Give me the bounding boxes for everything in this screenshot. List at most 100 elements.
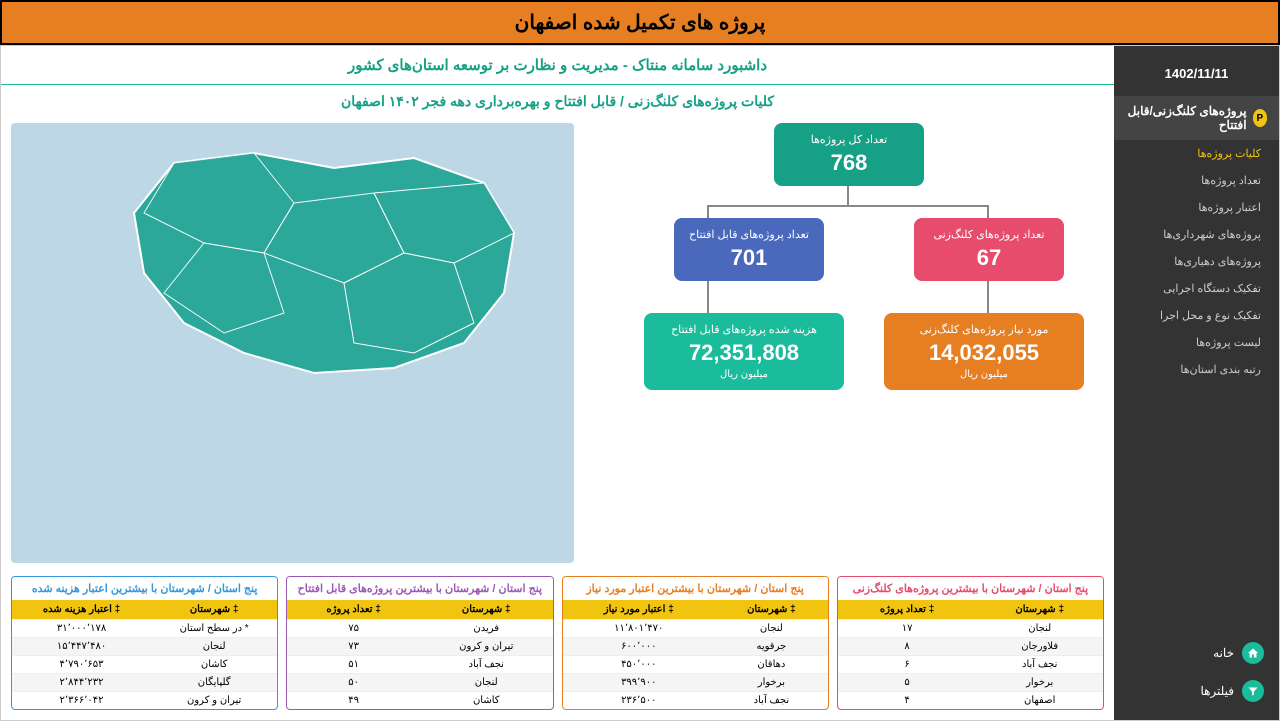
- table-header-cell: ‡ شهرستان: [151, 600, 277, 620]
- table-cell: ۴۵۰٬۰۰۰: [563, 656, 716, 674]
- table-cell: ۷۵: [287, 620, 420, 638]
- sidebar-footer-filter[interactable]: فیلترها: [1114, 672, 1279, 710]
- upper-section: تعداد کل پروژه‌ها 768 تعداد پروژه‌های کل…: [1, 118, 1114, 568]
- tables-section: پنج استان / شهرستان با بیشترین پروژه‌های…: [1, 568, 1114, 720]
- main-container: 1402/11/11 P پروژه‌های کلنگ‌زنی/قابل افت…: [0, 45, 1280, 721]
- table-row: دهاقان۴۵۰٬۰۰۰: [563, 656, 828, 674]
- table-header-cell: ‡ تعداد پروژه: [838, 600, 977, 620]
- table-cell: برخوار: [715, 674, 828, 692]
- data-table: ‡ شهرستان‡ اعتبار هزینه شده* در سطح استا…: [12, 600, 277, 709]
- table-row: لنجان۵۰: [287, 674, 552, 692]
- table-row: نجف آباد۶: [838, 656, 1103, 674]
- table-cell: ۴۹: [287, 692, 420, 710]
- sidebar-item-3[interactable]: پروژه‌های شهرداری‌ها: [1114, 221, 1279, 248]
- content-area: داشبورد سامانه منتاک - مدیریت و نظارت بر…: [1, 46, 1114, 720]
- sidebar-item-5[interactable]: تفکیک دستگاه اجرایی: [1114, 275, 1279, 302]
- table-cell: تیران و کرون: [151, 692, 277, 710]
- table-header-cell: ‡ شهرستان: [420, 600, 553, 620]
- map-svg: [114, 143, 534, 383]
- table-cell: ۱۱٬۸۰۱٬۴۷۰: [563, 620, 716, 638]
- sidebar-item-1[interactable]: تعداد پروژه‌ها: [1114, 167, 1279, 194]
- sidebar-date: 1402/11/11: [1114, 56, 1279, 96]
- table-cell: جرقویه: [715, 638, 828, 656]
- table-cell: * در سطح استان: [151, 620, 277, 638]
- table-row: فریدن۷۵: [287, 620, 552, 638]
- province-map[interactable]: [11, 123, 574, 563]
- dashboard-subheader: کلیات پروژه‌های کلنگ‌زنی / قابل افتتاح و…: [1, 85, 1114, 118]
- table-cell: ۴: [838, 692, 977, 710]
- table-cell: ۲۳۶٬۵۰۰: [563, 692, 716, 710]
- tree-node-groundbreaking: تعداد پروژه‌های کلنگ‌زنی 67: [914, 218, 1064, 281]
- tree-node-needed-budget: مورد نیاز پروژه‌های کلنگ‌زنی 14,032,055 …: [884, 313, 1084, 390]
- node-value: 72,351,808: [658, 340, 830, 366]
- node-value: 67: [928, 245, 1050, 271]
- table-cell: لنجان: [420, 674, 553, 692]
- node-label: مورد نیاز پروژه‌های کلنگ‌زنی: [898, 323, 1070, 336]
- table-cell: فریدن: [420, 620, 553, 638]
- table-cell: گلپایگان: [151, 674, 277, 692]
- table-card-2: پنج استان / شهرستان با بیشترین پروژه‌های…: [286, 576, 553, 710]
- sidebar-footer-home[interactable]: خانه: [1114, 634, 1279, 672]
- table-cell: ۵: [838, 674, 977, 692]
- sidebar-item-7[interactable]: لیست پروژه‌ها: [1114, 329, 1279, 356]
- table-cell: ۲٬۳۶۶٬۰۴۲: [12, 692, 151, 710]
- table-cell: نجف آباد: [976, 656, 1103, 674]
- table-row: جرقویه۶۰۰٬۰۰۰: [563, 638, 828, 656]
- table-row: * در سطح استان۳۱٬۰۰۰٬۱۷۸: [12, 620, 277, 638]
- node-value: 768: [788, 150, 910, 176]
- table-cell: دهاقان: [715, 656, 828, 674]
- table-cell: ۸: [838, 638, 977, 656]
- data-table: ‡ شهرستان‡ تعداد پروژهفریدن۷۵تیران و کرو…: [287, 600, 552, 709]
- node-label: تعداد پروژه‌های قابل افتتاح: [688, 228, 810, 241]
- sidebar-footer-label: فیلترها: [1200, 684, 1234, 698]
- sidebar-section-header[interactable]: P پروژه‌های کلنگ‌زنی/قابل افتتاح: [1114, 96, 1279, 140]
- table-header-cell: ‡ اعتبار هزینه شده: [12, 600, 151, 620]
- table-cell: ۴٬۷۹۰٬۶۵۳: [12, 656, 151, 674]
- table-row: نجف آباد۲۳۶٬۵۰۰: [563, 692, 828, 710]
- tree-diagram: تعداد کل پروژه‌ها 768 تعداد پروژه‌های کل…: [584, 123, 1104, 563]
- table-cell: ۵۰: [287, 674, 420, 692]
- table-cell: ۶۰۰٬۰۰۰: [563, 638, 716, 656]
- table-title: پنج استان / شهرستان با بیشترین پروژه‌های…: [838, 577, 1103, 600]
- node-unit: میلیون ریال: [658, 369, 830, 380]
- tree-node-openable: تعداد پروژه‌های قابل افتتاح 701: [674, 218, 824, 281]
- table-cell: اصفهان: [976, 692, 1103, 710]
- table-header-cell: ‡ اعتبار مورد نیاز: [563, 600, 716, 620]
- table-title: پنج استان / شهرستان با بیشترین اعتبار مو…: [563, 577, 828, 600]
- table-row: کاشان۴۹: [287, 692, 552, 710]
- table-cell: فلاورجان: [976, 638, 1103, 656]
- sidebar-item-8[interactable]: رتبه بندی استان‌ها: [1114, 356, 1279, 383]
- node-label: تعداد کل پروژه‌ها: [788, 133, 910, 146]
- sidebar-section-label: پروژه‌های کلنگ‌زنی/قابل افتتاح: [1126, 104, 1247, 132]
- node-unit: میلیون ریال: [898, 369, 1070, 380]
- table-header-cell: ‡ تعداد پروژه: [287, 600, 420, 620]
- table-row: برخوار۵: [838, 674, 1103, 692]
- table-title: پنج استان / شهرستان با بیشترین اعتبار هز…: [12, 577, 277, 600]
- sidebar-item-6[interactable]: تفکیک نوع و محل اجرا: [1114, 302, 1279, 329]
- sidebar-item-0[interactable]: کلیات پروژه‌ها: [1114, 140, 1279, 167]
- table-cell: کاشان: [151, 656, 277, 674]
- sidebar-item-4[interactable]: پروژه‌های دهیاری‌ها: [1114, 248, 1279, 275]
- sidebar-badge-icon: P: [1253, 109, 1267, 127]
- page-title: پروژه های تکمیل شده اصفهان: [0, 0, 1280, 45]
- table-row: گلپایگان۲٬۸۴۴٬۲۳۲: [12, 674, 277, 692]
- table-row: تیران و کرون۷۳: [287, 638, 552, 656]
- table-header-cell: ‡ شهرستان: [976, 600, 1103, 620]
- dashboard-header: داشبورد سامانه منتاک - مدیریت و نظارت بر…: [1, 46, 1114, 85]
- table-cell: لنجان: [976, 620, 1103, 638]
- tree-node-spent-budget: هزینه شده پروژه‌های قابل افتتاح 72,351,8…: [644, 313, 844, 390]
- home-icon: [1242, 642, 1264, 664]
- table-header-cell: ‡ شهرستان: [715, 600, 828, 620]
- node-label: تعداد پروژه‌های کلنگ‌زنی: [928, 228, 1050, 241]
- table-row: تیران و کرون۲٬۳۶۶٬۰۴۲: [12, 692, 277, 710]
- table-cell: لنجان: [715, 620, 828, 638]
- table-cell: نجف آباد: [715, 692, 828, 710]
- table-card-1: پنج استان / شهرستان با بیشترین اعتبار مو…: [562, 576, 829, 710]
- sidebar-item-2[interactable]: اعتبار پروژه‌ها: [1114, 194, 1279, 221]
- table-row: کاشان۴٬۷۹۰٬۶۵۳: [12, 656, 277, 674]
- table-cell: نجف آباد: [420, 656, 553, 674]
- sidebar-footer-label: خانه: [1213, 646, 1234, 660]
- table-row: لنجان۱۵٬۴۴۷٬۴۸۰: [12, 638, 277, 656]
- table-cell: برخوار: [976, 674, 1103, 692]
- table-cell: ۳۱٬۰۰۰٬۱۷۸: [12, 620, 151, 638]
